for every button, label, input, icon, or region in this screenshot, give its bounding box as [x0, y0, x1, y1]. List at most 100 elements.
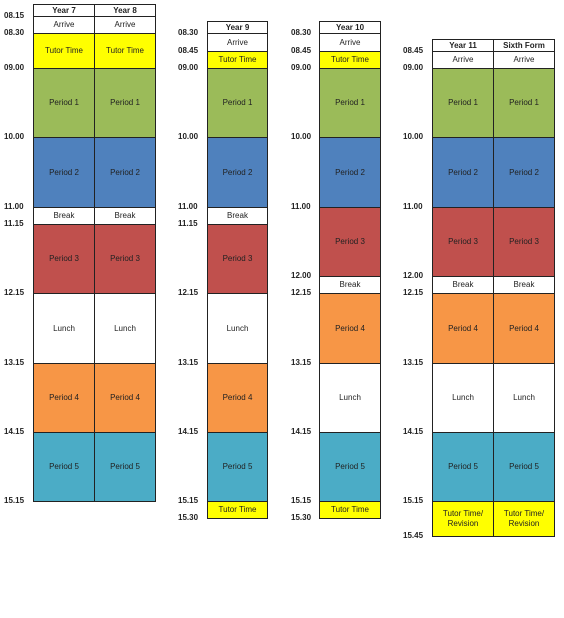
- slot-period-4: Period 4: [207, 363, 268, 433]
- time-label: 12.00: [291, 270, 312, 280]
- time-label: 08.45: [178, 45, 199, 55]
- time-label: 11.15: [178, 218, 198, 228]
- slot-break: Break: [319, 276, 381, 294]
- slot-tutor-time: Tutor Time: [207, 501, 268, 519]
- time-label: 08.30: [291, 28, 312, 38]
- time-label: 11.00: [178, 201, 198, 211]
- slot-arrive: Arrive: [94, 16, 156, 34]
- time-label: 10.00: [4, 132, 25, 142]
- slot-break: Break: [94, 207, 156, 225]
- time-label: 08.30: [4, 28, 25, 38]
- slot-period-2: Period 2: [94, 137, 156, 208]
- time-label: 12.00: [403, 270, 424, 280]
- slot-arrive: Arrive: [432, 51, 494, 69]
- column-header-year-11: Year 11: [432, 38, 494, 52]
- slot-tutor-time: Tutor Time: [319, 501, 381, 519]
- slot-period-3: Period 3: [493, 207, 555, 277]
- slot-tutor-time-revision: Tutor Time/ Revision: [432, 501, 494, 537]
- slot-break: Break: [432, 276, 494, 294]
- time-label: 08.45: [291, 45, 312, 55]
- slot-break: Break: [207, 207, 268, 225]
- time-label: 12.15: [178, 288, 199, 298]
- slot-period-5: Period 5: [319, 432, 381, 502]
- slot-period-5: Period 5: [207, 432, 268, 502]
- slot-period-1: Period 1: [207, 68, 268, 138]
- time-label: 08.30: [178, 28, 199, 38]
- time-label: 12.15: [403, 288, 424, 298]
- slot-period-5: Period 5: [33, 432, 95, 502]
- slot-lunch: Lunch: [432, 363, 494, 433]
- slot-arrive: Arrive: [319, 33, 381, 52]
- slot-tutor-time: Tutor Time: [33, 33, 95, 69]
- time-label: 13.15: [403, 357, 424, 367]
- time-label: 09.00: [403, 62, 424, 72]
- slot-tutor-time: Tutor Time: [207, 51, 268, 69]
- slot-break: Break: [493, 276, 555, 294]
- slot-period-3: Period 3: [319, 207, 381, 277]
- slot-period-4: Period 4: [94, 363, 156, 433]
- time-label: 11.00: [403, 201, 423, 211]
- slot-period-3: Period 3: [207, 224, 268, 294]
- slot-period-3: Period 3: [94, 224, 156, 294]
- slot-period-2: Period 2: [207, 137, 268, 208]
- slot-period-2: Period 2: [33, 137, 95, 208]
- column-header-sixth-form: Sixth Form: [493, 38, 555, 52]
- slot-tutor-time-revision: Tutor Time/ Revision: [493, 501, 555, 537]
- slot-period-5: Period 5: [94, 432, 156, 502]
- slot-lunch: Lunch: [33, 293, 95, 364]
- slot-period-1: Period 1: [432, 68, 494, 138]
- time-label: 08.45: [403, 45, 424, 55]
- time-label: 10.00: [178, 132, 199, 142]
- time-label: 15.15: [403, 496, 424, 506]
- time-label: 14.15: [291, 426, 312, 436]
- time-label: 15.15: [178, 496, 199, 506]
- time-label: 15.30: [291, 513, 312, 523]
- slot-period-1: Period 1: [319, 68, 381, 138]
- slot-period-4: Period 4: [493, 293, 555, 364]
- time-label: 13.15: [178, 357, 199, 367]
- slot-period-2: Period 2: [432, 137, 494, 208]
- time-label: 13.15: [291, 357, 312, 367]
- slot-period-2: Period 2: [319, 137, 381, 208]
- slot-arrive: Arrive: [207, 33, 268, 52]
- time-label: 15.15: [4, 496, 25, 506]
- slot-break: Break: [33, 207, 95, 225]
- slot-period-5: Period 5: [432, 432, 494, 502]
- slot-period-5: Period 5: [493, 432, 555, 502]
- slot-period-1: Period 1: [493, 68, 555, 138]
- slot-lunch: Lunch: [94, 293, 156, 364]
- time-label: 14.15: [4, 426, 25, 436]
- slot-period-1: Period 1: [33, 68, 95, 138]
- time-label: 15.45: [403, 530, 424, 540]
- time-label: 09.00: [178, 62, 199, 72]
- time-label: 09.00: [291, 62, 312, 72]
- slot-arrive: Arrive: [33, 16, 95, 34]
- slot-period-1: Period 1: [94, 68, 156, 138]
- time-label: 08.15: [4, 11, 25, 20]
- time-label: 10.00: [403, 132, 424, 142]
- time-label: 14.15: [178, 426, 199, 436]
- time-label: 11.15: [4, 218, 24, 228]
- slot-period-3: Period 3: [432, 207, 494, 277]
- slot-lunch: Lunch: [319, 363, 381, 433]
- slot-lunch: Lunch: [207, 293, 268, 364]
- time-label: 11.00: [291, 201, 311, 211]
- slot-period-3: Period 3: [33, 224, 95, 294]
- slot-period-4: Period 4: [33, 363, 95, 433]
- time-label: 11.00: [4, 201, 24, 211]
- time-label: 12.15: [4, 288, 25, 298]
- slot-period-4: Period 4: [319, 293, 381, 364]
- slot-arrive: Arrive: [493, 51, 555, 69]
- time-label: 10.00: [291, 132, 312, 142]
- time-label: 13.15: [4, 357, 25, 367]
- time-label: 12.15: [291, 288, 312, 298]
- slot-lunch: Lunch: [493, 363, 555, 433]
- slot-tutor-time: Tutor Time: [94, 33, 156, 69]
- slot-tutor-time: Tutor Time: [319, 51, 381, 69]
- time-label: 09.00: [4, 62, 25, 72]
- time-label: 14.15: [403, 426, 424, 436]
- time-label: 15.15: [291, 496, 312, 506]
- time-label: 15.30: [178, 513, 199, 523]
- slot-period-4: Period 4: [432, 293, 494, 364]
- slot-period-2: Period 2: [493, 137, 555, 208]
